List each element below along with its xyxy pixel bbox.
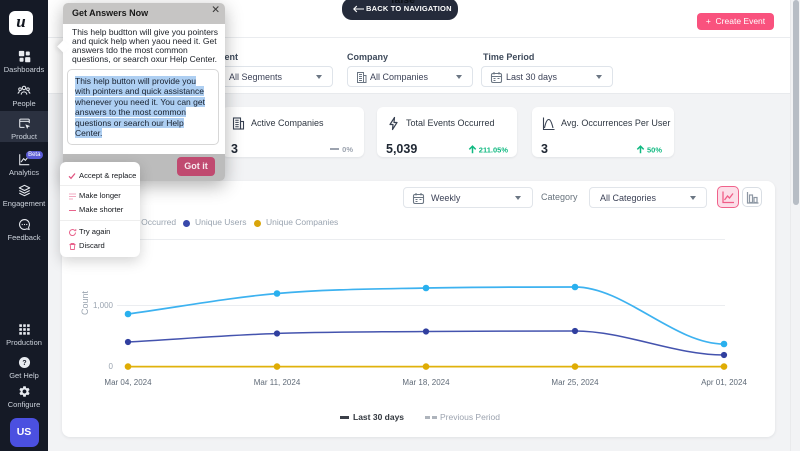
svg-text:?: ? <box>22 359 26 366</box>
